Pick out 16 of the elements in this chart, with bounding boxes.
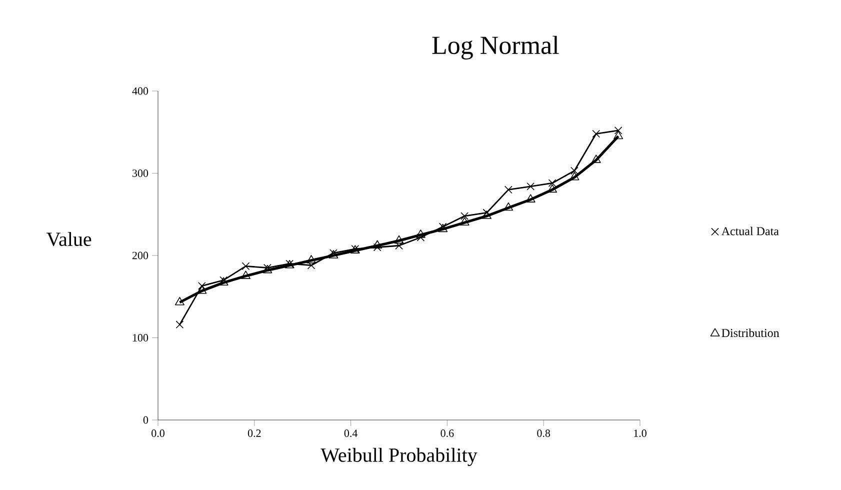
x-tick-label: 0.4 bbox=[344, 430, 358, 437]
x-tick-label: 0.6 bbox=[440, 430, 454, 437]
x-tick-label: 0.0 bbox=[152, 430, 164, 437]
y-tick-label: 0 bbox=[143, 416, 148, 424]
y-tick-label: 100 bbox=[132, 334, 148, 342]
x-tick-label: 0.8 bbox=[537, 430, 550, 437]
y-tick-label: 300 bbox=[132, 170, 148, 177]
x-tick-label: 1.0 bbox=[634, 430, 646, 437]
legend-label: Distribution bbox=[722, 328, 780, 338]
y-tick-label: 400 bbox=[132, 87, 148, 95]
y-tick-label: 200 bbox=[132, 252, 148, 260]
x-axis-title: Weibull Probability bbox=[320, 448, 478, 466]
legend-label: Actual Data bbox=[721, 226, 779, 236]
y-axis-title: Value bbox=[46, 232, 92, 246]
chart-title: Log Normal bbox=[432, 36, 559, 60]
x-tick-label: 0.2 bbox=[248, 430, 261, 437]
